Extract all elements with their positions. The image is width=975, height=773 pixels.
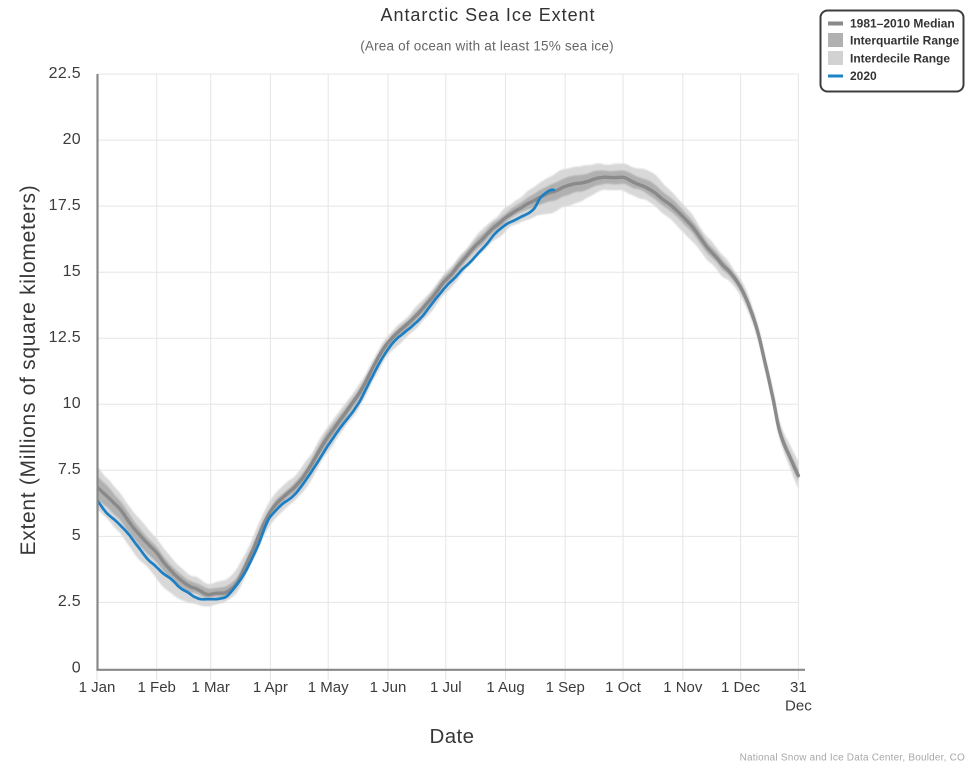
svg-text:7.5: 7.5 [58, 461, 81, 478]
svg-text:5: 5 [72, 527, 81, 544]
svg-text:1 Dec: 1 Dec [721, 679, 761, 696]
svg-text:Antarctic Sea Ice Extent: Antarctic Sea Ice Extent [381, 5, 596, 25]
svg-text:1 Oct: 1 Oct [605, 679, 642, 696]
svg-text:Date: Date [430, 725, 475, 748]
svg-text:10: 10 [63, 395, 81, 412]
svg-text:20: 20 [63, 131, 81, 148]
svg-text:0: 0 [72, 659, 81, 676]
svg-text:1 May: 1 May [308, 679, 349, 696]
svg-text:1 Jun: 1 Jun [370, 679, 407, 696]
svg-text:22.5: 22.5 [49, 65, 81, 82]
svg-text:1 Mar: 1 Mar [192, 679, 230, 696]
svg-text:Dec: Dec [785, 697, 812, 714]
svg-text:Interquartile Range: Interquartile Range [850, 34, 960, 48]
svg-text:1 Nov: 1 Nov [663, 679, 703, 696]
svg-text:15: 15 [63, 263, 81, 280]
svg-text:1981–2010 Median: 1981–2010 Median [850, 17, 955, 31]
svg-text:31: 31 [790, 679, 807, 696]
svg-text:1 Feb: 1 Feb [138, 679, 176, 696]
svg-text:1 Sep: 1 Sep [546, 679, 585, 696]
svg-text:1 Jan: 1 Jan [79, 679, 116, 696]
svg-text:Extent (Millions of square kil: Extent (Millions of square kilometers) [17, 185, 40, 556]
svg-text:National Snow and Ice Data Cen: National Snow and Ice Data Center, Bould… [740, 753, 965, 764]
svg-text:1 Apr: 1 Apr [253, 679, 288, 696]
svg-text:(Area of ocean with at least 1: (Area of ocean with at least 15% sea ice… [360, 38, 614, 53]
svg-text:1 Jul: 1 Jul [430, 679, 462, 696]
svg-text:2.5: 2.5 [58, 593, 81, 610]
svg-text:12.5: 12.5 [49, 329, 81, 346]
svg-text:17.5: 17.5 [49, 197, 81, 214]
svg-text:2020: 2020 [850, 69, 877, 83]
svg-text:Interdecile Range: Interdecile Range [850, 52, 950, 66]
svg-text:1 Aug: 1 Aug [486, 679, 524, 696]
